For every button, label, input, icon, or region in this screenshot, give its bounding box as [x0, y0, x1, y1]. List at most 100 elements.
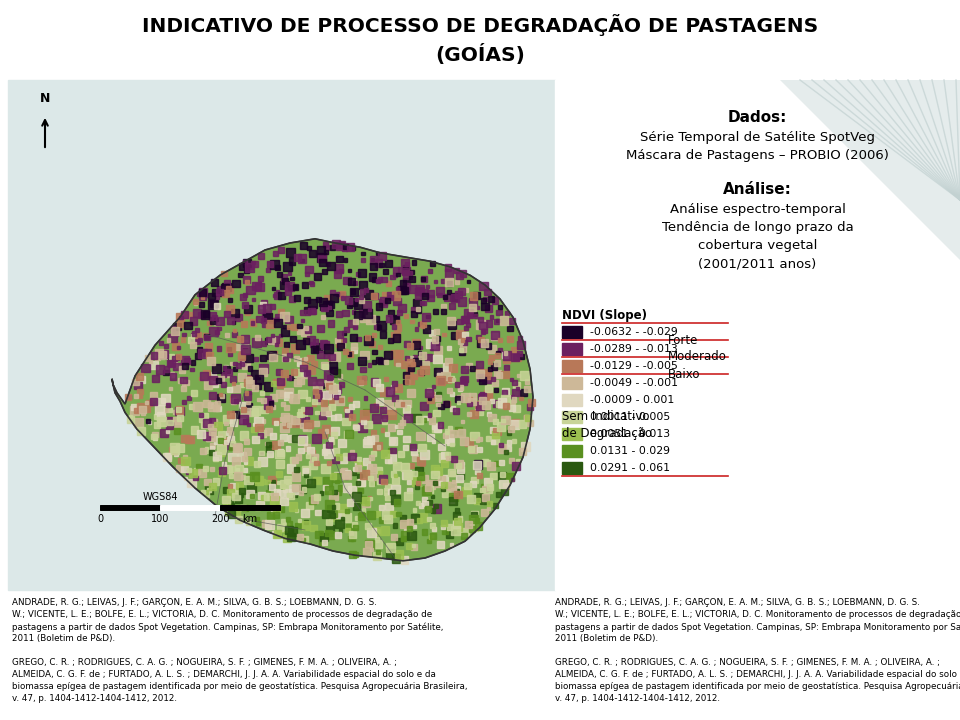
Bar [411, 307, 416, 312]
Bar [392, 495, 399, 504]
Bar [204, 311, 209, 317]
Bar [438, 476, 445, 483]
Bar [161, 395, 171, 403]
Bar [412, 261, 416, 265]
Bar [244, 379, 252, 387]
Bar [345, 431, 351, 438]
Bar [385, 260, 393, 267]
Bar [252, 384, 258, 391]
Bar [427, 518, 431, 521]
Text: v. 47, p. 1404-1412-1404-1412, 2012.: v. 47, p. 1404-1412-1404-1412, 2012. [12, 694, 177, 703]
Bar [215, 330, 219, 334]
Bar [275, 265, 279, 270]
Bar [470, 523, 478, 531]
Bar [303, 423, 311, 431]
Bar [228, 510, 235, 518]
Bar [475, 518, 479, 522]
Bar [323, 539, 327, 544]
Bar [447, 290, 451, 294]
Bar [138, 395, 142, 398]
Bar [169, 447, 177, 454]
Bar [488, 345, 496, 353]
Bar [390, 490, 395, 495]
Bar [380, 331, 387, 338]
Bar [325, 300, 331, 307]
Bar [232, 446, 239, 451]
Bar [231, 321, 235, 324]
Bar [494, 428, 500, 435]
Bar [246, 490, 253, 498]
Bar [227, 427, 232, 432]
Bar [445, 377, 451, 383]
Text: Sem Indicativo: Sem Indicativo [562, 410, 650, 423]
Bar [353, 319, 358, 324]
Bar [221, 382, 226, 387]
Bar [297, 328, 302, 334]
Bar [339, 382, 345, 387]
Bar [374, 540, 382, 548]
Text: 2011 (Boletim de P&D).: 2011 (Boletim de P&D). [555, 634, 659, 643]
Bar [206, 432, 215, 441]
Bar [310, 450, 315, 455]
Bar [388, 310, 394, 317]
Bar [204, 334, 209, 339]
Bar [292, 493, 296, 498]
Bar [324, 295, 332, 304]
Bar [386, 544, 393, 550]
Bar [258, 433, 263, 438]
Bar [463, 487, 471, 495]
Bar [461, 528, 469, 536]
Bar [229, 445, 234, 450]
Bar [388, 424, 395, 431]
Bar [286, 446, 290, 451]
Bar [327, 320, 334, 327]
Bar [503, 399, 507, 402]
Bar [449, 406, 455, 411]
Bar [362, 498, 369, 505]
Bar [230, 399, 236, 404]
Bar [239, 263, 246, 270]
Bar [391, 471, 396, 477]
Bar [266, 524, 272, 529]
Bar [469, 410, 478, 418]
Bar [289, 485, 298, 494]
Bar [452, 378, 455, 381]
Bar [404, 529, 410, 535]
Bar [203, 419, 210, 427]
Bar [466, 397, 472, 403]
Bar [402, 267, 411, 275]
Bar [347, 304, 351, 308]
Bar [508, 401, 515, 408]
Bar [418, 351, 420, 355]
Bar [324, 500, 334, 509]
Bar [280, 380, 285, 386]
Bar [326, 526, 334, 533]
Bar [379, 263, 384, 267]
Text: W.; VICENTE, L. E.; BOLFE, E. L.; VICTORIA, D. C. Monitoramento de processos de : W.; VICENTE, L. E.; BOLFE, E. L.; VICTOR… [12, 610, 432, 619]
Bar [371, 378, 378, 386]
Bar [177, 415, 183, 421]
Bar [394, 462, 396, 465]
Bar [507, 440, 512, 444]
Bar [286, 325, 290, 328]
Bar [351, 279, 355, 283]
Bar [358, 356, 366, 364]
Bar [491, 363, 497, 369]
Bar [392, 324, 396, 329]
Bar [312, 457, 316, 461]
Bar [395, 400, 402, 407]
Bar [224, 437, 231, 446]
Bar [244, 476, 252, 485]
Bar [519, 397, 522, 400]
Bar [479, 377, 486, 384]
Bar [213, 452, 221, 460]
Bar [229, 419, 237, 426]
Bar [158, 348, 163, 354]
Bar [430, 345, 435, 351]
Bar [433, 410, 440, 416]
Bar [468, 495, 475, 503]
Bar [336, 292, 339, 295]
Bar [350, 246, 355, 250]
Bar [362, 500, 370, 507]
Bar [506, 473, 514, 481]
